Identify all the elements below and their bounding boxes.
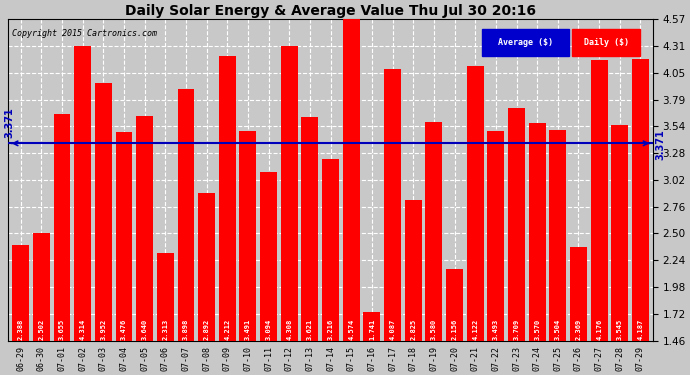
- Text: 1.741: 1.741: [369, 319, 375, 340]
- Text: 4.314: 4.314: [79, 319, 86, 340]
- Bar: [198, 193, 215, 341]
- Text: 4.122: 4.122: [472, 319, 478, 340]
- Bar: [466, 66, 484, 341]
- Bar: [426, 122, 442, 341]
- Text: 2.156: 2.156: [451, 319, 457, 340]
- Bar: [12, 245, 29, 341]
- Text: 3.898: 3.898: [183, 319, 189, 340]
- Text: 4.176: 4.176: [596, 319, 602, 340]
- Bar: [260, 172, 277, 341]
- Text: 4.308: 4.308: [286, 319, 293, 340]
- Bar: [33, 233, 50, 341]
- Bar: [322, 159, 339, 341]
- Text: Average ($): Average ($): [498, 38, 553, 47]
- FancyBboxPatch shape: [482, 29, 569, 56]
- Bar: [302, 117, 318, 341]
- Text: 2.388: 2.388: [18, 319, 23, 340]
- Bar: [95, 83, 112, 341]
- Text: 4.187: 4.187: [638, 319, 644, 340]
- Bar: [570, 247, 587, 341]
- Text: 3.371: 3.371: [4, 107, 14, 138]
- Text: 3.371: 3.371: [656, 129, 665, 160]
- Bar: [157, 253, 174, 341]
- Bar: [364, 312, 380, 341]
- Bar: [281, 46, 298, 341]
- Text: 3.094: 3.094: [266, 319, 272, 340]
- Text: 2.313: 2.313: [162, 319, 168, 340]
- Text: 3.493: 3.493: [493, 319, 499, 340]
- Text: 2.892: 2.892: [204, 319, 210, 340]
- Bar: [632, 59, 649, 341]
- FancyBboxPatch shape: [572, 29, 640, 56]
- Bar: [219, 56, 236, 341]
- Bar: [115, 132, 132, 341]
- Text: 3.952: 3.952: [100, 319, 106, 340]
- Text: 2.825: 2.825: [411, 319, 416, 340]
- Text: 3.570: 3.570: [534, 319, 540, 340]
- Text: 4.087: 4.087: [390, 319, 395, 340]
- Text: Copyright 2015 Cartronics.com: Copyright 2015 Cartronics.com: [12, 29, 157, 38]
- Text: 4.574: 4.574: [348, 319, 354, 340]
- Bar: [136, 116, 153, 341]
- Bar: [177, 89, 195, 341]
- Bar: [384, 69, 401, 341]
- Text: 4.212: 4.212: [224, 319, 230, 340]
- Bar: [611, 125, 629, 341]
- Text: 3.621: 3.621: [307, 319, 313, 340]
- Text: 2.502: 2.502: [39, 319, 44, 340]
- Bar: [529, 123, 546, 341]
- Bar: [239, 131, 257, 341]
- Text: 3.491: 3.491: [245, 319, 251, 340]
- Text: 3.545: 3.545: [617, 319, 623, 340]
- Text: 3.580: 3.580: [431, 319, 437, 340]
- Bar: [343, 19, 359, 341]
- Text: 3.216: 3.216: [328, 319, 333, 340]
- Text: 3.504: 3.504: [555, 319, 561, 340]
- Bar: [405, 200, 422, 341]
- Bar: [75, 46, 91, 341]
- Text: 3.640: 3.640: [141, 319, 148, 340]
- Bar: [591, 60, 608, 341]
- Bar: [54, 114, 70, 341]
- Bar: [446, 269, 463, 341]
- Text: 3.655: 3.655: [59, 319, 65, 340]
- Bar: [487, 131, 504, 341]
- Text: 3.476: 3.476: [121, 319, 127, 340]
- Text: 3.709: 3.709: [513, 319, 520, 340]
- Text: 2.369: 2.369: [575, 319, 582, 340]
- Title: Daily Solar Energy & Average Value Thu Jul 30 20:16: Daily Solar Energy & Average Value Thu J…: [125, 4, 536, 18]
- Text: Daily ($): Daily ($): [584, 38, 629, 47]
- Bar: [549, 130, 566, 341]
- Bar: [508, 108, 525, 341]
